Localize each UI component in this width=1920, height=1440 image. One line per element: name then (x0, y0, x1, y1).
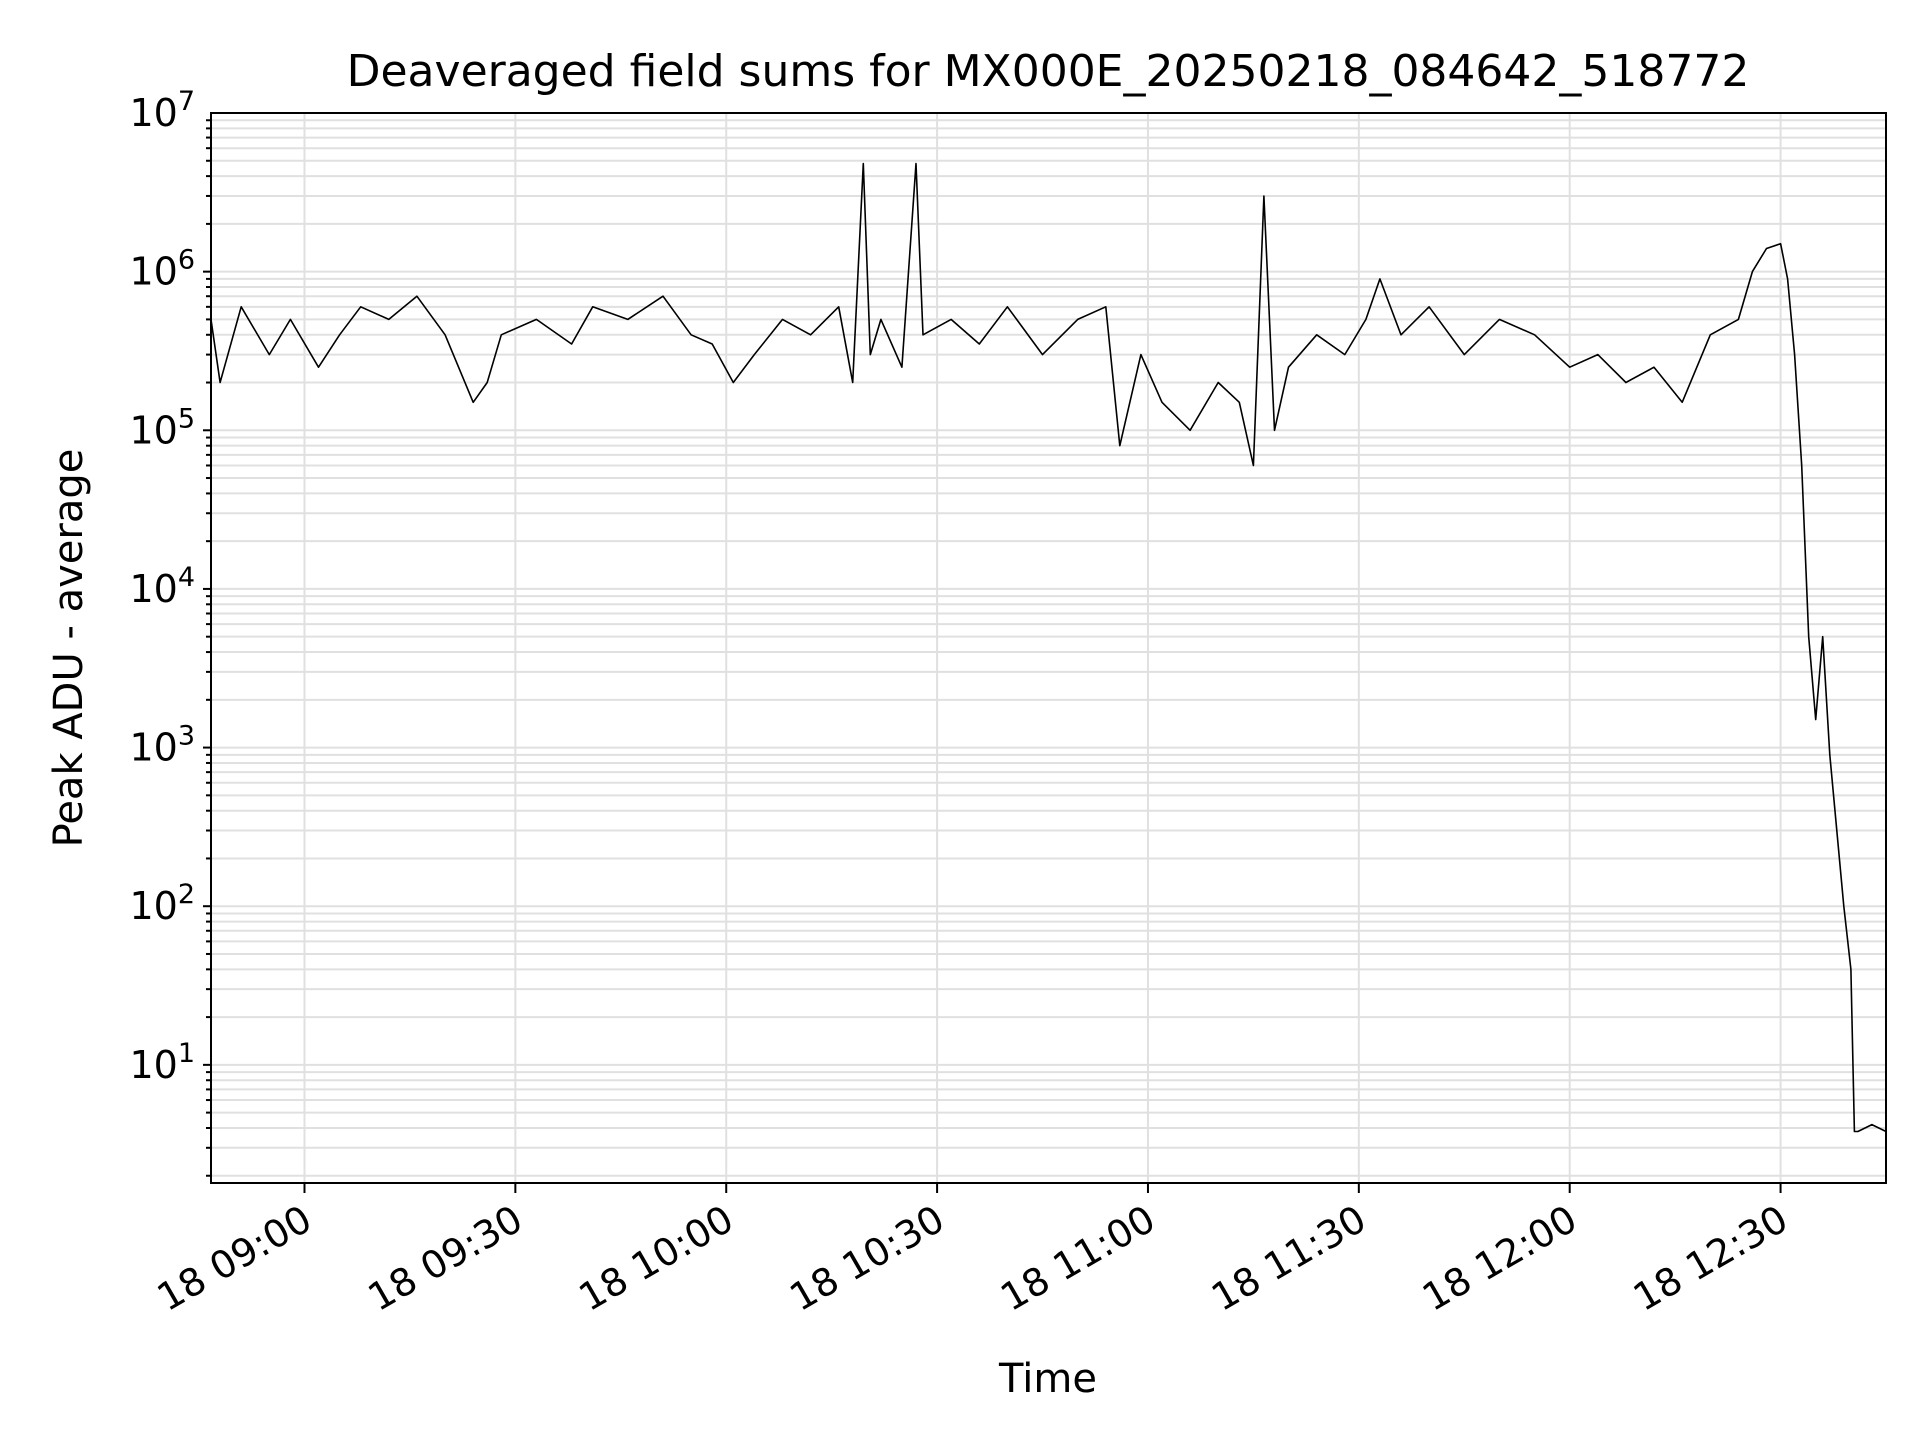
y-axis-label: Peak ADU - average (46, 449, 92, 848)
y-tick-label: 107 (129, 86, 195, 135)
grid (211, 113, 1886, 1183)
y-tick-label-base: 10 (129, 250, 177, 294)
y-tick-label: 105 (129, 403, 195, 452)
series-line (210, 162, 1887, 1133)
y-tick-label: 104 (129, 562, 195, 611)
y-tick-label: 103 (129, 721, 195, 770)
y-tick-label-exponent: 6 (178, 245, 195, 276)
y-tick-label-exponent: 2 (178, 879, 195, 910)
y-tick-label: 101 (129, 1038, 195, 1087)
plot-frame (210, 112, 1887, 1184)
y-tick-label-base: 10 (129, 408, 177, 452)
y-tick-label-base: 10 (129, 91, 177, 135)
y-tick-label-base: 10 (129, 884, 177, 928)
y-tick-label-exponent: 3 (178, 721, 195, 752)
y-tick-label-base: 10 (129, 1043, 177, 1087)
y-tick-label-base: 10 (129, 567, 177, 611)
chart-title: Deaveraged field sums for MX000E_2025021… (347, 46, 1750, 97)
y-tick-label-exponent: 4 (178, 562, 195, 593)
y-tick-label: 102 (129, 879, 195, 928)
series-layer (210, 162, 1887, 1133)
y-tick-label-base: 10 (129, 726, 177, 770)
y-tick-label-exponent: 5 (178, 403, 195, 434)
y-tick-label: 106 (129, 245, 195, 294)
x-axis-label: Time (998, 1356, 1097, 1402)
y-tick-label-exponent: 1 (178, 1038, 195, 1069)
y-tick-label-exponent: 7 (178, 86, 195, 117)
